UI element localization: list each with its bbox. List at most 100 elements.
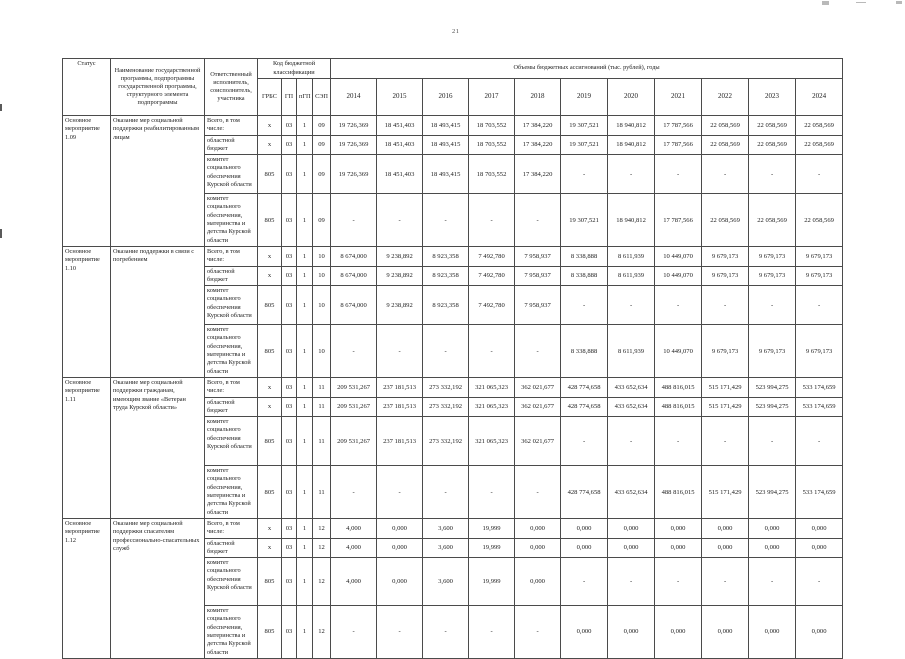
value-cell-2015: 237 181,513 xyxy=(376,376,424,398)
code-pgp-cell: 1 xyxy=(296,517,313,539)
code-pgp-cell: 1 xyxy=(296,557,313,607)
code-gp-cell: 03 xyxy=(281,134,297,156)
value-cell-2021: 488 816,015 xyxy=(654,465,703,519)
value-cell-2021: 10 449,070 xyxy=(654,324,703,378)
code-pgp-cell: 1 xyxy=(296,245,313,267)
table-row: комитет социального обеспечения, материн… xyxy=(63,193,844,247)
value-cell-2022: 22 058,569 xyxy=(701,134,750,156)
value-cell-2014: 4,000 xyxy=(330,557,378,607)
code-grbs-cell: х xyxy=(257,396,282,418)
code-grbs-cell: 805 xyxy=(257,193,282,247)
code-grbs-cell: х xyxy=(257,537,282,559)
value-cell-2017: 321 065,323 xyxy=(468,376,516,398)
value-cell-2022: 515 171,429 xyxy=(701,376,750,398)
header-year-2024: 2024 xyxy=(795,78,844,116)
value-cell-2017: - xyxy=(468,324,516,378)
value-cell-2017: - xyxy=(468,465,516,519)
value-cell-2024: 9 679,173 xyxy=(795,324,844,378)
code-grbs-cell: х xyxy=(257,134,282,156)
value-cell-2014: 209 531,267 xyxy=(330,376,378,398)
table-body: Основное мероприятие 1.09 Оказание мер со… xyxy=(62,115,844,659)
header-volumes-group: Объемы бюджетных ассигнований (тыс. рубл… xyxy=(330,58,844,79)
scan-artifact xyxy=(822,1,829,5)
value-cell-2023: 9 679,173 xyxy=(748,265,797,287)
value-cell-2017: 19,999 xyxy=(468,537,516,559)
table-row: комитет социального обеспечения Курской … xyxy=(63,416,844,467)
code-gp-cell: 03 xyxy=(281,416,297,467)
value-cell-2018: 17 384,220 xyxy=(514,115,562,136)
value-cell-2015: 18 451,403 xyxy=(376,134,424,156)
scan-artifact xyxy=(0,104,2,111)
code-grbs-cell: х xyxy=(257,517,282,539)
value-cell-2020: 0,000 xyxy=(607,537,656,559)
executor-cell: областной бюджет xyxy=(204,265,258,287)
code-grbs-cell: 805 xyxy=(257,465,282,519)
header-year-2021: 2021 xyxy=(654,78,703,116)
executor-cell: Всего, в том числе: xyxy=(204,376,258,398)
value-cell-2022: 9 679,173 xyxy=(701,245,750,267)
value-cell-2014: - xyxy=(330,465,378,519)
value-cell-2021: 488 816,015 xyxy=(654,376,703,398)
value-cell-2016: - xyxy=(422,465,470,519)
value-cell-2024: 22 058,569 xyxy=(795,193,844,247)
value-cell-2020: - xyxy=(607,285,656,326)
value-cell-2024: 533 174,659 xyxy=(795,396,844,418)
header-year-2014: 2014 xyxy=(330,78,378,116)
program-name-cell: Оказание мер социальной поддержки спасат… xyxy=(110,517,205,659)
value-cell-2023: 0,000 xyxy=(748,537,797,559)
value-cell-2014: 8 674,000 xyxy=(330,285,378,326)
value-cell-2014: 209 531,267 xyxy=(330,396,378,418)
table-row: областной бюджет х 03 1 09 19 726,369 18 451,4… xyxy=(63,134,844,156)
code-gp-cell: 03 xyxy=(281,376,297,398)
code-pgp-cell: 1 xyxy=(296,416,313,467)
value-cell-2024: 0,000 xyxy=(795,537,844,559)
code-sep-cell: 12 xyxy=(311,517,332,539)
value-cell-2016: 273 332,192 xyxy=(422,376,470,398)
value-cell-2018: 362 021,677 xyxy=(514,416,562,467)
code-pgp-cell: 1 xyxy=(296,193,313,247)
table-row: областной бюджет х 03 1 10 8 674,000 9 238,892… xyxy=(63,265,844,287)
value-cell-2024: - xyxy=(795,154,844,195)
table-row: комитет социального обеспечения Курской … xyxy=(63,154,844,195)
executor-cell: областной бюджет xyxy=(204,537,258,559)
value-cell-2017: 7 492,780 xyxy=(468,245,516,267)
value-cell-2017: 7 492,780 xyxy=(468,285,516,326)
value-cell-2014: 209 531,267 xyxy=(330,416,378,467)
code-sep-cell: 09 xyxy=(311,193,332,247)
value-cell-2017: 321 065,323 xyxy=(468,396,516,418)
value-cell-2021: 10 449,070 xyxy=(654,265,703,287)
header-program-name: Наименование государственной программы, … xyxy=(110,58,205,116)
value-cell-2021: 0,000 xyxy=(654,605,703,659)
code-gp-cell: 03 xyxy=(281,537,297,559)
code-pgp-cell: 1 xyxy=(296,115,313,136)
value-cell-2018: - xyxy=(514,465,562,519)
executor-cell: комитет социального обеспечения Курской … xyxy=(204,557,258,607)
code-pgp-cell: 1 xyxy=(296,537,313,559)
code-gp-cell: 03 xyxy=(281,154,297,195)
value-cell-2016: 8 923,358 xyxy=(422,285,470,326)
value-cell-2021: - xyxy=(654,557,703,607)
code-gp-cell: 03 xyxy=(281,557,297,607)
value-cell-2020: 18 940,812 xyxy=(607,193,656,247)
value-cell-2021: 10 449,070 xyxy=(654,245,703,267)
code-gp-cell: 03 xyxy=(281,517,297,539)
code-grbs-cell: х xyxy=(257,115,282,136)
value-cell-2022: 0,000 xyxy=(701,517,750,539)
executor-cell: комитет социального обеспечения Курской … xyxy=(204,285,258,326)
header-budget-code-group: Код бюджетной классификации xyxy=(256,58,332,79)
value-cell-2019: 428 774,658 xyxy=(560,396,609,418)
header-year-2020: 2020 xyxy=(607,78,656,116)
code-sep-cell: 11 xyxy=(311,416,332,467)
value-cell-2018: - xyxy=(514,324,562,378)
value-cell-2021: 488 816,015 xyxy=(654,396,703,418)
page-number: 21 xyxy=(452,28,460,35)
value-cell-2023: - xyxy=(748,154,797,195)
status-cell: Основное мероприятие 1.10 xyxy=(62,245,111,378)
code-sep-cell: 10 xyxy=(311,245,332,267)
value-cell-2019: 428 774,658 xyxy=(560,465,609,519)
header-sep: СЭП xyxy=(311,78,332,116)
executor-cell: комитет социального обеспечения, материн… xyxy=(204,324,258,378)
value-cell-2014: - xyxy=(330,324,378,378)
value-cell-2017: 19,999 xyxy=(468,517,516,539)
